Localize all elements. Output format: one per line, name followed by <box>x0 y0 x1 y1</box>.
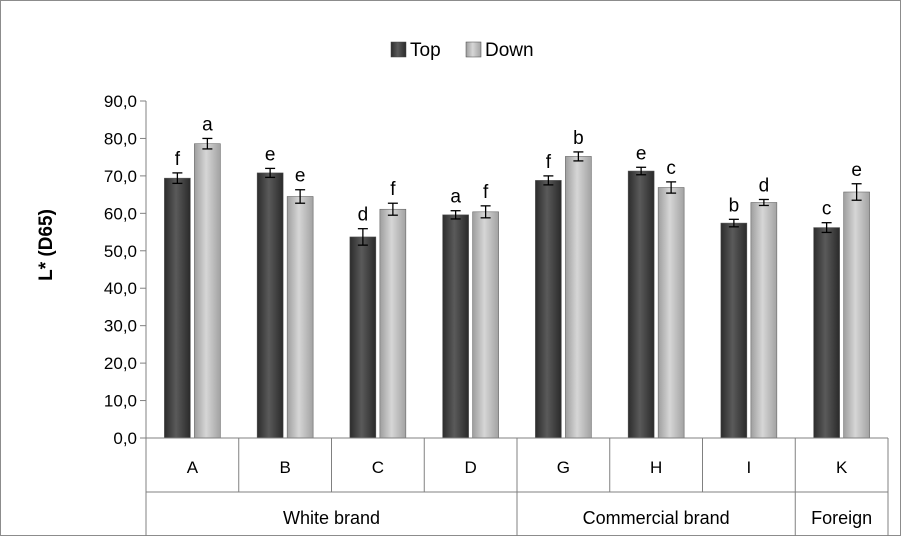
significance-letter: f <box>483 182 489 203</box>
bar-top <box>349 236 377 439</box>
y-axis-title: L* (D65) <box>36 209 57 281</box>
legend-label: Top <box>410 40 441 61</box>
x-tick-label: I <box>747 458 752 477</box>
x-tick-label: B <box>279 458 290 477</box>
bar-top <box>627 170 655 439</box>
y-tick-label: 60,0 <box>104 204 137 223</box>
x-axis: A B C D G H I K White brand Commercial brand Forei… <box>145 437 889 536</box>
y-tick-label: 50,0 <box>104 242 137 261</box>
legend-swatch-top <box>390 41 407 58</box>
bar-top <box>164 177 191 439</box>
y-tick-label: 0,0 <box>113 429 137 448</box>
significance-letter: e <box>636 143 647 164</box>
bar-down <box>657 187 685 439</box>
bar-down <box>843 191 870 439</box>
x-tick-label: A <box>187 458 199 477</box>
y-tick-label: 20,0 <box>104 354 137 373</box>
x-group-label: White brand <box>283 508 380 528</box>
significance-letter: b <box>729 195 740 216</box>
significance-letter: e <box>851 160 862 181</box>
legend-label: Down <box>485 40 534 61</box>
x-tick-label: G <box>557 458 570 477</box>
bar-down <box>286 196 314 439</box>
y-tick-label: 40,0 <box>104 279 137 298</box>
bar-down <box>379 208 407 439</box>
x-group-label: Commercial brand <box>583 508 730 528</box>
x-group-label: Foreign <box>811 508 872 528</box>
y-tick-label: 10,0 <box>104 392 137 411</box>
y-tick-label: 80,0 <box>104 129 137 148</box>
significance-letter: d <box>759 175 770 196</box>
significance-letter: f <box>546 152 552 173</box>
significance-letter: c <box>822 199 832 220</box>
y-axis: 0,0 10,0 20,0 30,0 40,0 50,0 60,0 70,0 80,0 90,0 <box>104 92 147 448</box>
bar-top <box>256 172 284 439</box>
bar-top <box>535 180 562 439</box>
x-tick-label: D <box>464 458 476 477</box>
bar-top <box>442 214 469 439</box>
significance-letter: e <box>295 166 306 187</box>
bar-down <box>750 202 778 439</box>
bar-top <box>813 227 840 439</box>
significance-letter: a <box>450 187 461 208</box>
bar-top <box>720 222 748 439</box>
bar-down <box>472 211 499 439</box>
y-tick-label: 30,0 <box>104 317 137 336</box>
y-tick-label: 70,0 <box>104 167 137 186</box>
significance-letter: f <box>175 149 181 170</box>
x-tick-label: C <box>372 458 384 477</box>
legend-swatch-down <box>465 41 482 58</box>
significance-letter: e <box>265 144 276 165</box>
significance-letter: f <box>390 179 396 200</box>
bar-down <box>194 143 221 439</box>
x-tick-label: H <box>650 458 662 477</box>
significance-letter: b <box>573 128 584 149</box>
legend: Top Down <box>390 40 534 61</box>
significance-letter: a <box>202 114 213 135</box>
y-tick-label: 90,0 <box>104 92 137 111</box>
significance-letter: c <box>666 158 676 179</box>
bar-down <box>565 156 592 439</box>
x-tick-label: K <box>836 458 848 477</box>
significance-letter: d <box>358 205 369 226</box>
